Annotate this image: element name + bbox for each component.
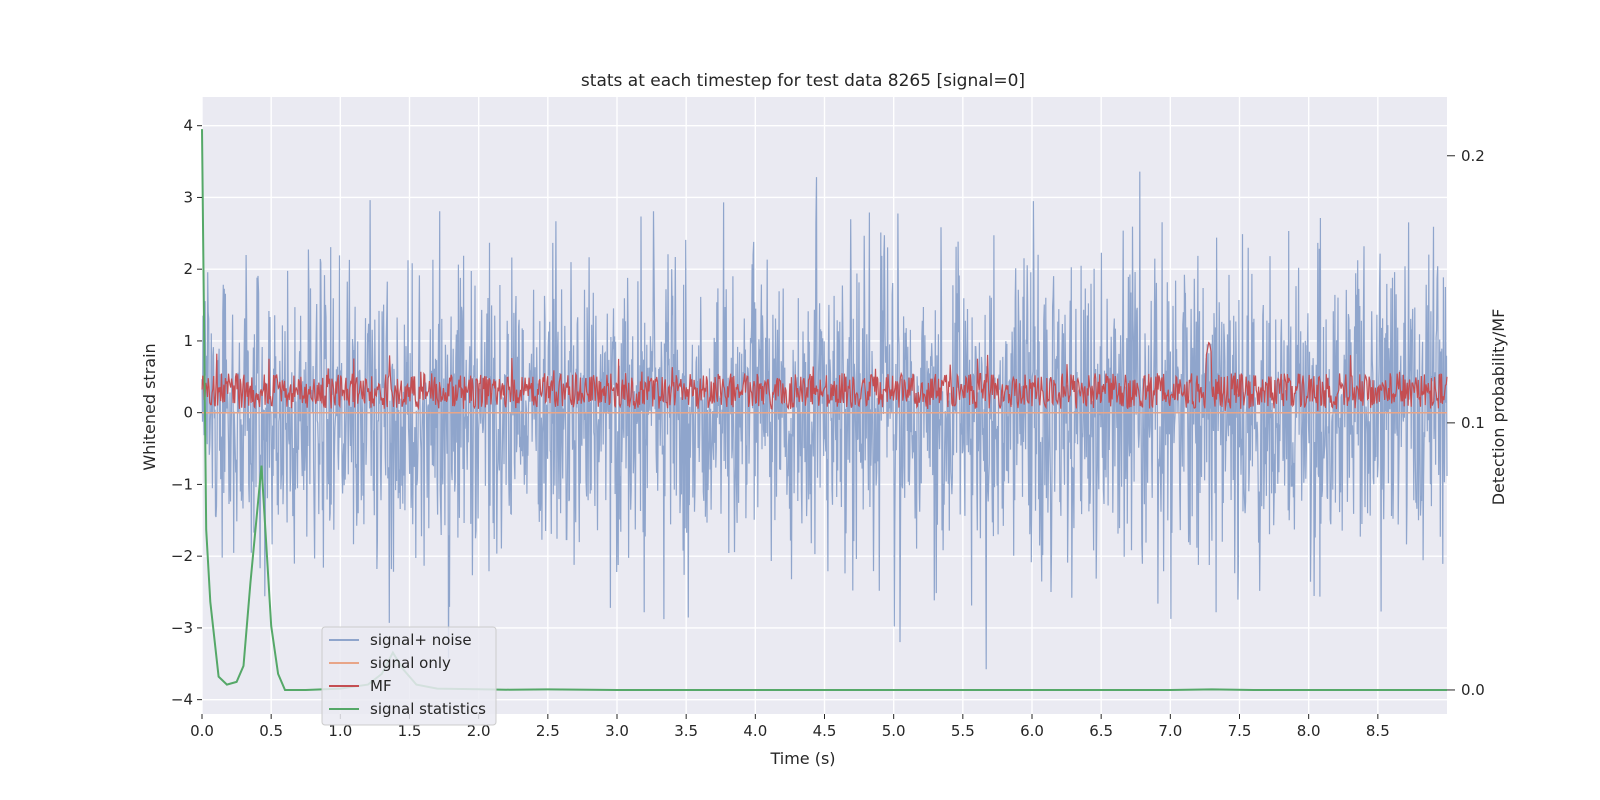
legend-label-signal-plus-noise: signal+ noise bbox=[370, 631, 472, 649]
x-axis-ticks: 0.0 0.5 1.0 1.5 2.0 2.5 3.0 3.5 4.0 4.5 5.0 5.5 6.0 6… bbox=[190, 714, 1390, 740]
x-tick-label: 5.0 bbox=[882, 722, 906, 740]
y-axis-ticks: −4 −3 −2 −1 0 1 2 3 4 bbox=[171, 117, 202, 709]
y-tick-label: 3 bbox=[183, 188, 193, 206]
y-axis-label: Whitened strain bbox=[140, 343, 159, 470]
chart-title: stats at each timestep for test data 826… bbox=[581, 71, 1025, 91]
x-tick-label: 1.5 bbox=[398, 722, 422, 740]
y2-tick-label: 0.0 bbox=[1461, 681, 1485, 699]
y-tick-label: −4 bbox=[171, 691, 193, 709]
legend-label-signal-only: signal only bbox=[370, 654, 451, 672]
x-tick-label: 7.0 bbox=[1158, 722, 1182, 740]
series-mf-line bbox=[201, 341, 1448, 411]
x-tick-label: 4.5 bbox=[813, 722, 837, 740]
y2-tick-label: 0.1 bbox=[1461, 414, 1485, 432]
y2-tick-label: 0.2 bbox=[1461, 147, 1485, 165]
legend-box bbox=[321, 626, 497, 726]
x-tick-label: 7.5 bbox=[1228, 722, 1252, 740]
x-axis-label: Time (s) bbox=[769, 749, 835, 768]
y2-axis-ticks: 0.0 0.1 0.2 bbox=[1447, 147, 1485, 699]
x-tick-label: 8.5 bbox=[1366, 722, 1390, 740]
x-tick-label: 3.0 bbox=[605, 722, 629, 740]
y2-axis-label: Detection probability/MF bbox=[1489, 309, 1508, 506]
x-tick-label: 0.5 bbox=[259, 722, 283, 740]
y-tick-label: −2 bbox=[171, 547, 193, 565]
y-tick-label: −1 bbox=[171, 475, 193, 493]
y-tick-label: 1 bbox=[183, 332, 193, 350]
y-tick-label: 4 bbox=[183, 117, 193, 135]
x-tick-label: 2.5 bbox=[536, 722, 560, 740]
x-tick-label: 5.5 bbox=[951, 722, 975, 740]
y-tick-label: 2 bbox=[183, 260, 193, 278]
y-tick-label: −3 bbox=[171, 619, 193, 637]
x-tick-label: 0.0 bbox=[190, 722, 214, 740]
x-tick-label: 4.0 bbox=[743, 722, 767, 740]
x-tick-label: 6.0 bbox=[1020, 722, 1044, 740]
x-tick-label: 3.5 bbox=[674, 722, 698, 740]
legend: signal+ noise signal only MF signal stat… bbox=[321, 626, 497, 726]
x-tick-label: 8.0 bbox=[1297, 722, 1321, 740]
legend-label-signal-statistics: signal statistics bbox=[370, 700, 486, 718]
x-tick-label: 2.0 bbox=[467, 722, 491, 740]
legend-label-mf: MF bbox=[370, 677, 392, 695]
y-tick-label: 0 bbox=[183, 404, 193, 422]
x-tick-label: 1.0 bbox=[328, 722, 352, 740]
x-tick-label: 6.5 bbox=[1089, 722, 1113, 740]
series-signal-plus-noise-line bbox=[201, 171, 1448, 670]
